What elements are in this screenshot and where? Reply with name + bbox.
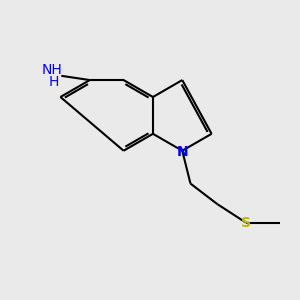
Text: NH: NH (41, 64, 62, 77)
Text: S: S (241, 216, 251, 230)
Text: H: H (48, 75, 59, 89)
Text: N: N (177, 145, 189, 159)
